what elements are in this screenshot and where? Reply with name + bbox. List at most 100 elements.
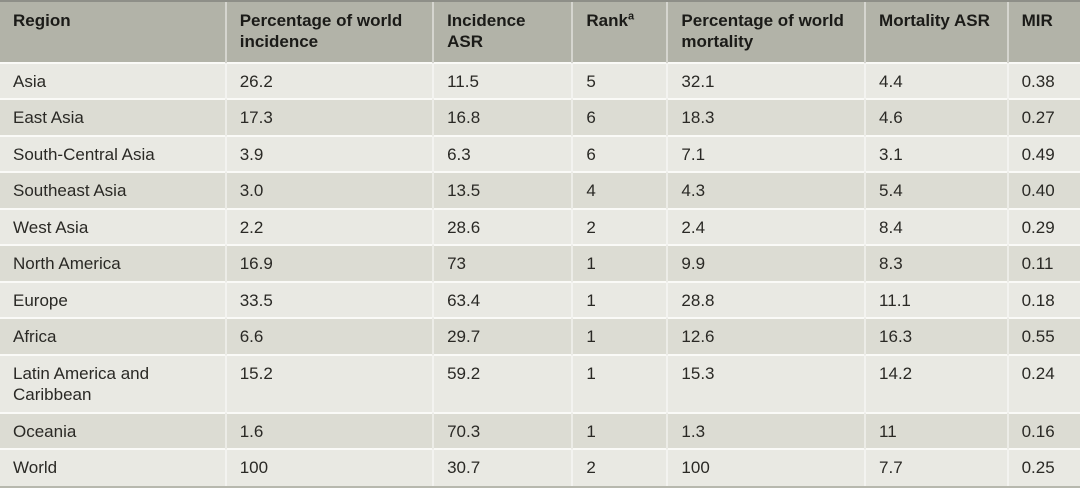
cell-rank: 4 [571,172,668,209]
column-header-incidence-asr: Incidence ASR [432,2,573,63]
cell-incidence-asr: 6.3 [432,135,573,173]
cell-pct-world-incidence: 2.2 [224,208,434,246]
cell-mortality-asr: 3.1 [864,135,1008,173]
column-header-mir: MIR [1006,2,1080,63]
cell-mortality-asr: 5.4 [864,172,1008,209]
cell-mir: 0.24 [1006,354,1080,413]
cell-pct-world-mortality: 32.1 [666,62,866,100]
cell-rank: 1 [571,412,668,450]
cell-pct-world-incidence: 16.9 [224,245,434,282]
cell-incidence-asr: 70.3 [432,412,573,450]
cell-rank: 5 [571,62,668,100]
cell-region: Latin America and Caribbean [13,363,150,405]
cell-rank: 2 [571,449,668,486]
cell-pct-world-mortality: 9.9 [666,245,866,282]
cell-rank: 1 [571,245,668,282]
cell-pct-world-mortality: 28.8 [666,281,866,319]
cell-pct-world-incidence: 33.5 [224,281,434,319]
cell-pct-world-incidence: 17.3 [224,99,434,136]
cell-pct-world-mortality: 4.3 [666,172,866,209]
table-row: West Asia 2.2 28.6 2 2.4 8.4 0.29 [0,208,1080,246]
cell-rank: 6 [571,99,668,136]
column-header-label: Incidence ASR [447,11,526,52]
table-row: Southeast Asia 3.0 13.5 4 4.3 5.4 0.40 [0,172,1080,209]
cell-region: South-Central Asia [13,144,155,164]
column-header-label: Mortality ASR [879,11,990,30]
cell-pct-world-mortality: 1.3 [666,412,866,450]
column-header-label: Percentage of world mortality [681,11,844,52]
column-header-label: Rank [586,11,628,30]
cell-mir: 0.18 [1006,281,1080,319]
cell-pct-world-mortality: 15.3 [666,354,866,413]
cell-pct-world-incidence: 6.6 [224,318,434,355]
column-header-label: Region [13,11,71,30]
table-row: Africa 6.6 29.7 1 12.6 16.3 0.55 [0,318,1080,355]
table-row: Asia 26.2 11.5 5 32.1 4.4 0.38 [0,62,1080,100]
cell-mortality-asr: 4.6 [864,99,1008,136]
cell-pct-world-incidence: 3.0 [224,172,434,209]
cell-mir: 0.29 [1006,208,1080,246]
cell-region: East Asia [13,108,84,128]
cell-mortality-asr: 16.3 [864,318,1008,355]
cell-pct-world-mortality: 2.4 [666,208,866,246]
table-row: Oceania 1.6 70.3 1 1.3 11 0.16 [0,412,1080,450]
cell-incidence-asr: 30.7 [432,449,573,486]
cell-pct-world-incidence: 26.2 [224,62,434,100]
cell-region: Oceania [13,421,77,441]
cell-incidence-asr: 29.7 [432,318,573,355]
table-row: South-Central Asia 3.9 6.3 6 7.1 3.1 0.49 [0,135,1080,173]
cell-incidence-asr: 16.8 [432,99,573,136]
cell-mir: 0.25 [1006,449,1080,486]
cell-region: Europe [13,290,68,310]
cell-region: Southeast Asia [13,181,127,201]
cell-region: Africa [13,327,57,347]
cell-pct-world-incidence: 100 [224,449,434,486]
cell-rank: 1 [571,318,668,355]
table-row: Latin America and Caribbean 15.2 59.2 1 15.3… [0,354,1080,413]
cell-region: World [13,458,58,478]
footnote-marker: a [627,10,635,23]
cell-mir: 0.11 [1006,245,1080,282]
table-row: North America 16.9 73 1 9.9 8.3 0.11 [0,245,1080,282]
cell-region: North America [13,254,121,274]
cell-mir: 0.16 [1006,412,1080,450]
cell-mortality-asr: 8.3 [864,245,1008,282]
column-header-pct-world-incidence: Percentage of world incidence [224,2,434,63]
cell-mir: 0.38 [1006,62,1080,100]
cell-mortality-asr: 14.2 [864,354,1008,413]
cell-pct-world-mortality: 7.1 [666,135,866,173]
cell-mir: 0.40 [1006,172,1080,209]
cell-mortality-asr: 11.1 [864,281,1008,319]
table-body: Asia 26.2 11.5 5 32.1 4.4 0.38 East Asia 17.3 16.… [0,62,1080,486]
cell-incidence-asr: 73 [432,245,573,282]
cell-pct-world-mortality: 18.3 [666,99,866,136]
cell-mir: 0.55 [1006,318,1080,355]
cell-incidence-asr: 11.5 [432,62,573,100]
cell-pct-world-mortality: 12.6 [666,318,866,355]
column-header-pct-world-mortality: Percentage of world mortality [666,2,866,63]
cell-mir: 0.27 [1006,99,1080,136]
cell-incidence-asr: 59.2 [432,354,573,413]
cell-rank: 2 [571,208,668,246]
cell-region: Asia [13,71,47,91]
cell-incidence-asr: 63.4 [432,281,573,319]
column-header-rank: Ranka [571,2,668,63]
table-row: East Asia 17.3 16.8 6 18.3 4.6 0.27 [0,99,1080,136]
cell-mortality-asr: 8.4 [864,208,1008,246]
cell-incidence-asr: 13.5 [432,172,573,209]
cell-pct-world-incidence: 1.6 [224,412,434,450]
column-header-mortality-asr: Mortality ASR [864,2,1008,63]
column-header-region: Region [0,2,226,63]
table-row: World 100 30.7 2 100 7.7 0.25 [0,449,1080,486]
cell-rank: 6 [571,135,668,173]
cell-region: West Asia [13,217,89,237]
table-row: Europe 33.5 63.4 1 28.8 11.1 0.18 [0,281,1080,319]
cell-rank: 1 [571,354,668,413]
cell-mir: 0.49 [1006,135,1080,173]
cell-mortality-asr: 11 [864,412,1008,450]
table-header: Region Percentage of world incidence Incid… [0,2,1080,63]
column-header-label: Percentage of world incidence [239,11,403,52]
column-header-label: MIR [1021,11,1053,30]
